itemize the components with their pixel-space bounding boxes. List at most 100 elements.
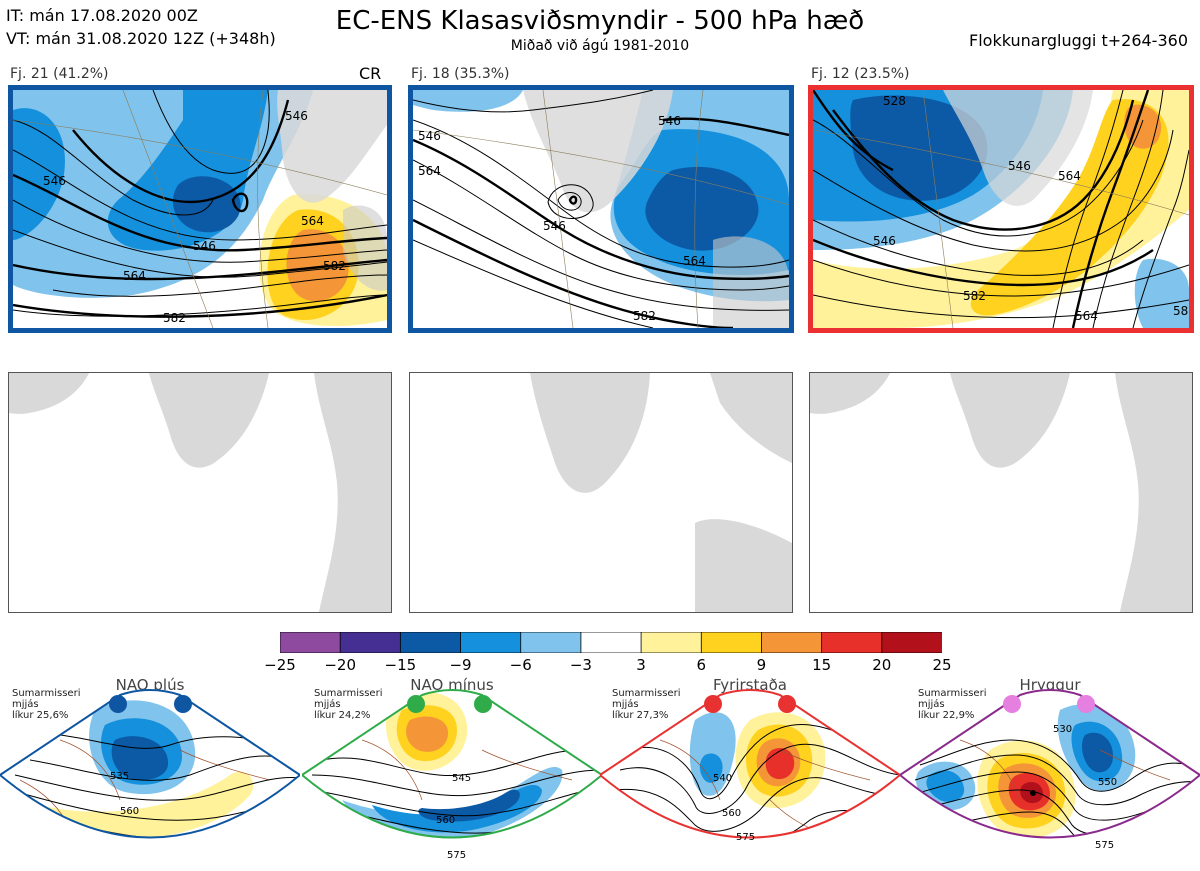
contour-label: 582 [1173,304,1189,318]
regime-marker [704,695,722,713]
contour-label: 546 [418,129,441,143]
contour-label: 560 [120,806,139,817]
regime-note-line: líkur 24,2% [314,710,371,721]
colorbar-segment [339,631,402,654]
anomaly-blue-south [1010,847,1045,862]
colorbar-tick-label: −6 [509,656,532,674]
anomaly-yellow [970,99,1169,316]
cluster-3-map-svg: 528 546 546 564 582 564 582 [813,90,1189,328]
contour-label: 582 [963,289,986,303]
regime-blocking-note: Sumarmisseri mjjás líkur 27,3% [612,688,680,721]
regime-nao-plus-title: NAO plús [115,676,185,694]
land-scandinavia [1115,373,1192,612]
cluster-1-map-svg: 546 546 546 564 564 582 582 [13,90,387,328]
contour-label: 546 [43,174,66,188]
valid-time: VT: mán 31.08.2020 12Z (+348h) [6,29,276,48]
colorbar-ticks: −25 −20 −15 −9 −6 −3 3 6 9 15 20 25 [264,656,951,676]
contour-label: 546 [193,239,216,253]
land-scandinavia [314,373,391,612]
colorbar-segment [700,631,763,654]
land-greenland [950,373,1070,468]
regime-note-line: líkur 27,3% [612,710,669,721]
empty-map-1-svg [9,373,391,612]
colorbar-segment [640,631,703,654]
regime-marker [1077,695,1095,713]
colorbar-tick-label: −25 [264,656,296,674]
cluster-2-label: Fj. 18 (35.3%) [411,66,510,82]
regime-ridge-fan: 530 550 575 [900,689,1200,862]
regime-fan-edge [0,689,300,839]
regime-note-line: Sumarmisseri [918,688,987,699]
contour-label: 582 [323,259,346,273]
contour-label: 575 [447,850,466,861]
regime-nao-minus-title: NAO mínus [410,676,494,694]
colorbar-segment [279,631,342,654]
colorbar-tick-label: −3 [569,656,592,674]
regime-nao-plus: Sumarmisseri mjjás líkur 25,6% NAO plús [0,676,300,871]
regime-marker [474,695,492,713]
regime-note-line: mjjás [314,699,341,710]
classification-window: Flokkunargluggi t+264-360 [969,31,1188,50]
anomaly-blue [372,784,542,833]
empty-map-2 [409,372,793,613]
page-title: EC-ENS Klasasviðsmyndir - 500 hPa hæð [335,6,865,36]
regime-fan-edge [900,689,1200,839]
empty-map-2-svg [530,373,792,612]
page-subtitle: Miðað við ágú 1981-2010 [510,38,690,54]
contour-label: 528 [883,94,906,108]
regime-ridge-title: Hryggur [1019,676,1081,694]
regime-note-line: líkur 22,9% [918,710,975,721]
contour-label: 546 [873,234,896,248]
anomaly-orange [286,229,349,302]
colorbar-tick-label: −20 [324,656,356,674]
colorbar-tick-label: −9 [449,656,472,674]
anomaly-dark-blue [172,176,241,233]
regime-blocking-title: Fyrirstaða [713,676,787,694]
contour-label: 560 [722,808,741,819]
anomaly-blue-west [926,770,965,802]
regime-note-line: mjjás [12,699,39,710]
contour-label: 564 [301,214,324,228]
contour-label: 546 [658,114,681,128]
contour-label: 550 [1098,777,1117,788]
anomaly-dark-blue [645,166,759,251]
regime-marker [174,695,192,713]
contour-label: 540 [713,773,732,784]
contour-label: 564 [418,164,441,178]
land-greenland [523,90,673,213]
contour-label: 545 [452,773,471,784]
regime-note-line: mjjás [918,699,945,710]
land-scandinavia [713,236,789,328]
colorbar-svg [279,631,943,654]
regime-note-line: Sumarmisseri [12,688,81,699]
land-greenland [149,373,269,468]
colorbar-tick-label: 3 [636,656,646,674]
regime-marker [1003,695,1021,713]
colorbar-segment [881,631,943,654]
colorbar-tick-label: 6 [696,656,707,674]
contour-label: 546 [543,219,566,233]
land-greenland [530,373,650,493]
contour-label: 575 [1095,840,1114,851]
contour-label: 560 [436,815,455,826]
colorbar-segment [520,631,582,654]
contour-label: 564 [1058,169,1081,183]
cluster-3-label: Fj. 12 (23.5%) [811,66,910,82]
colorbar [279,631,943,654]
regime-marker [407,695,425,713]
regime-nao-minus: Sumarmisseri mjjás líkur 24,2% NAO mínus [302,676,602,871]
regime-nao-minus-fan: 545 560 575 [302,689,602,861]
regime-marker [778,695,796,713]
colorbar-tick-label: 20 [872,656,892,674]
cluster-1-tag: CR [359,64,382,83]
colorbar-segment [460,631,522,654]
land-northwest [810,373,890,414]
contour-label: 530 [1053,724,1072,735]
regime-fan-edge [302,689,602,839]
land-east [710,373,792,463]
contour-label: 575 [736,832,755,843]
cluster-2-map: 546 546 564 564 582 546 [408,85,794,333]
regime-blocking-fan: 540 560 575 [600,689,900,843]
contour-label: 582 [633,309,656,323]
cluster-1-label: Fj. 21 (41.2%) [10,66,109,82]
